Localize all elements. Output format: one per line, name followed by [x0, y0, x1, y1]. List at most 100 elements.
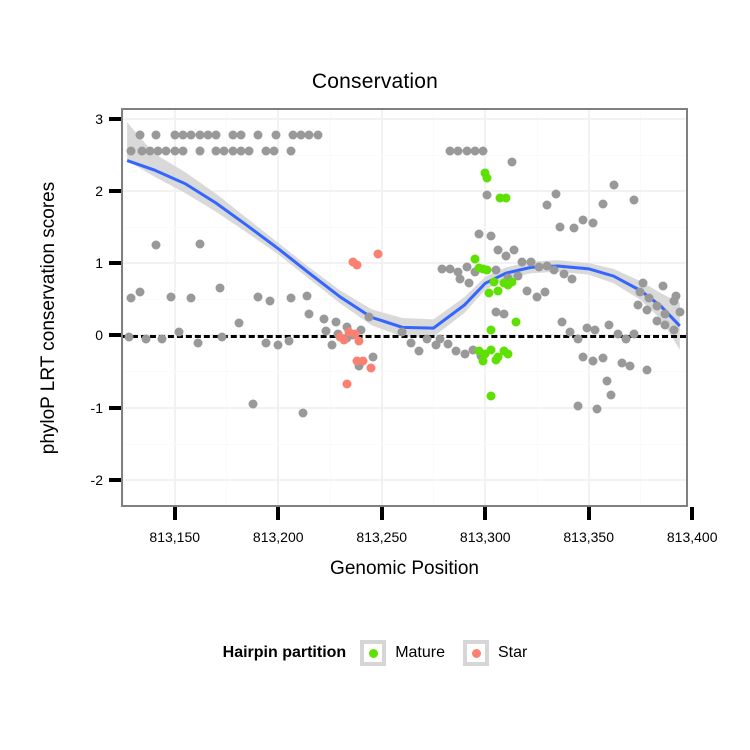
legend-item-mature[interactable]: Mature — [360, 640, 445, 666]
x-tick-label: 813,400 — [666, 529, 718, 545]
data-point-unassigned — [557, 317, 567, 327]
x-tick-label: 813,150 — [149, 529, 201, 545]
legend: Hairpin partition Mature Star — [0, 640, 750, 666]
data-point-star — [342, 379, 352, 389]
data-point-unassigned — [660, 309, 670, 319]
data-point-unassigned — [414, 346, 424, 356]
data-point-unassigned — [368, 352, 378, 362]
data-point-unassigned — [157, 334, 167, 344]
data-point-unassigned — [211, 146, 221, 156]
data-point-mature — [486, 345, 496, 355]
data-point-unassigned — [598, 353, 608, 363]
gridline-minor-y — [123, 299, 686, 301]
data-point-star — [373, 249, 383, 259]
data-point-unassigned — [540, 287, 550, 297]
data-point-unassigned — [658, 281, 668, 291]
data-point-unassigned — [304, 130, 314, 140]
x-tick-label: 813,200 — [252, 529, 304, 545]
data-point-unassigned — [588, 356, 598, 366]
legend-item-star[interactable]: Star — [463, 640, 527, 666]
data-point-unassigned — [302, 291, 312, 301]
data-point-unassigned — [217, 332, 227, 342]
legend-label: Star — [498, 644, 528, 661]
data-point-unassigned — [532, 292, 542, 302]
data-point-unassigned — [578, 215, 587, 225]
data-point-unassigned — [203, 130, 213, 140]
data-point-unassigned — [462, 262, 472, 272]
data-point-mature — [493, 286, 503, 296]
data-point-unassigned — [573, 401, 583, 411]
data-point-unassigned — [551, 189, 561, 199]
data-point-unassigned — [364, 312, 374, 322]
legend-key-swatch — [463, 640, 489, 666]
data-point-unassigned — [468, 345, 478, 355]
data-point-unassigned — [617, 358, 627, 368]
data-point-unassigned — [633, 300, 643, 310]
plot-panel[interactable] — [121, 108, 688, 507]
x-tick-mark — [483, 507, 488, 520]
data-point-unassigned — [248, 399, 258, 409]
data-point-unassigned — [141, 334, 151, 344]
gridline-major-y — [123, 478, 686, 481]
gridline-minor-x — [226, 110, 228, 505]
data-point-unassigned — [582, 323, 592, 333]
confidence-band — [127, 122, 680, 350]
data-point-unassigned — [513, 271, 523, 281]
legend-label: Mature — [395, 644, 445, 661]
data-point-unassigned — [549, 265, 559, 275]
data-point-star — [366, 363, 376, 373]
data-point-unassigned — [606, 390, 616, 399]
data-point-mature — [489, 277, 498, 287]
data-point-unassigned — [669, 296, 679, 306]
y-tick-mark — [109, 405, 121, 410]
gridline-major-x — [173, 110, 176, 505]
x-tick-mark — [690, 507, 695, 520]
data-point-star — [352, 260, 362, 270]
data-point-unassigned — [195, 239, 205, 249]
data-point-unassigned — [486, 231, 496, 241]
data-point-unassigned — [621, 334, 631, 344]
data-point-unassigned — [526, 257, 536, 267]
chart-title: Conservation — [311, 70, 439, 93]
data-point-unassigned — [590, 325, 600, 335]
trend-line-overlay — [126, 122, 681, 350]
data-point-star — [339, 335, 349, 345]
gridline-major-y — [123, 262, 686, 265]
data-point-unassigned — [151, 240, 161, 250]
data-point-unassigned — [319, 314, 329, 324]
data-point-unassigned — [269, 146, 279, 156]
y-tick-label: 2 — [95, 182, 103, 199]
y-tick-label: -1 — [90, 399, 103, 416]
legend-title: Hairpin partition — [222, 644, 347, 661]
data-point-unassigned — [491, 265, 501, 275]
data-point-unassigned — [501, 251, 511, 261]
gridline-major-x — [587, 110, 590, 505]
data-point-unassigned — [186, 130, 196, 140]
data-point-unassigned — [493, 245, 503, 255]
data-point-unassigned — [598, 199, 608, 209]
data-point-mature — [511, 317, 521, 327]
y-tick-mark — [109, 116, 121, 121]
data-point-unassigned — [135, 130, 145, 140]
data-point-unassigned — [660, 320, 670, 330]
data-point-unassigned — [126, 293, 136, 303]
data-point-unassigned — [211, 130, 221, 140]
data-point-unassigned — [265, 296, 275, 306]
data-point-mature — [501, 193, 511, 203]
data-point-star — [354, 336, 364, 346]
data-point-unassigned — [474, 229, 484, 239]
data-point-unassigned — [642, 305, 652, 315]
data-point-unassigned — [342, 322, 352, 332]
data-point-unassigned — [151, 130, 161, 140]
data-point-unassigned — [578, 352, 587, 362]
gridline-major-x — [380, 110, 383, 505]
data-point-unassigned — [261, 146, 271, 156]
data-point-mature — [486, 325, 496, 335]
data-point-unassigned — [464, 278, 474, 288]
data-point-mature — [507, 277, 517, 287]
data-point-unassigned — [321, 326, 331, 336]
gridline-major-y — [123, 406, 686, 409]
data-point-unassigned — [153, 146, 163, 156]
data-point-unassigned — [642, 365, 652, 375]
